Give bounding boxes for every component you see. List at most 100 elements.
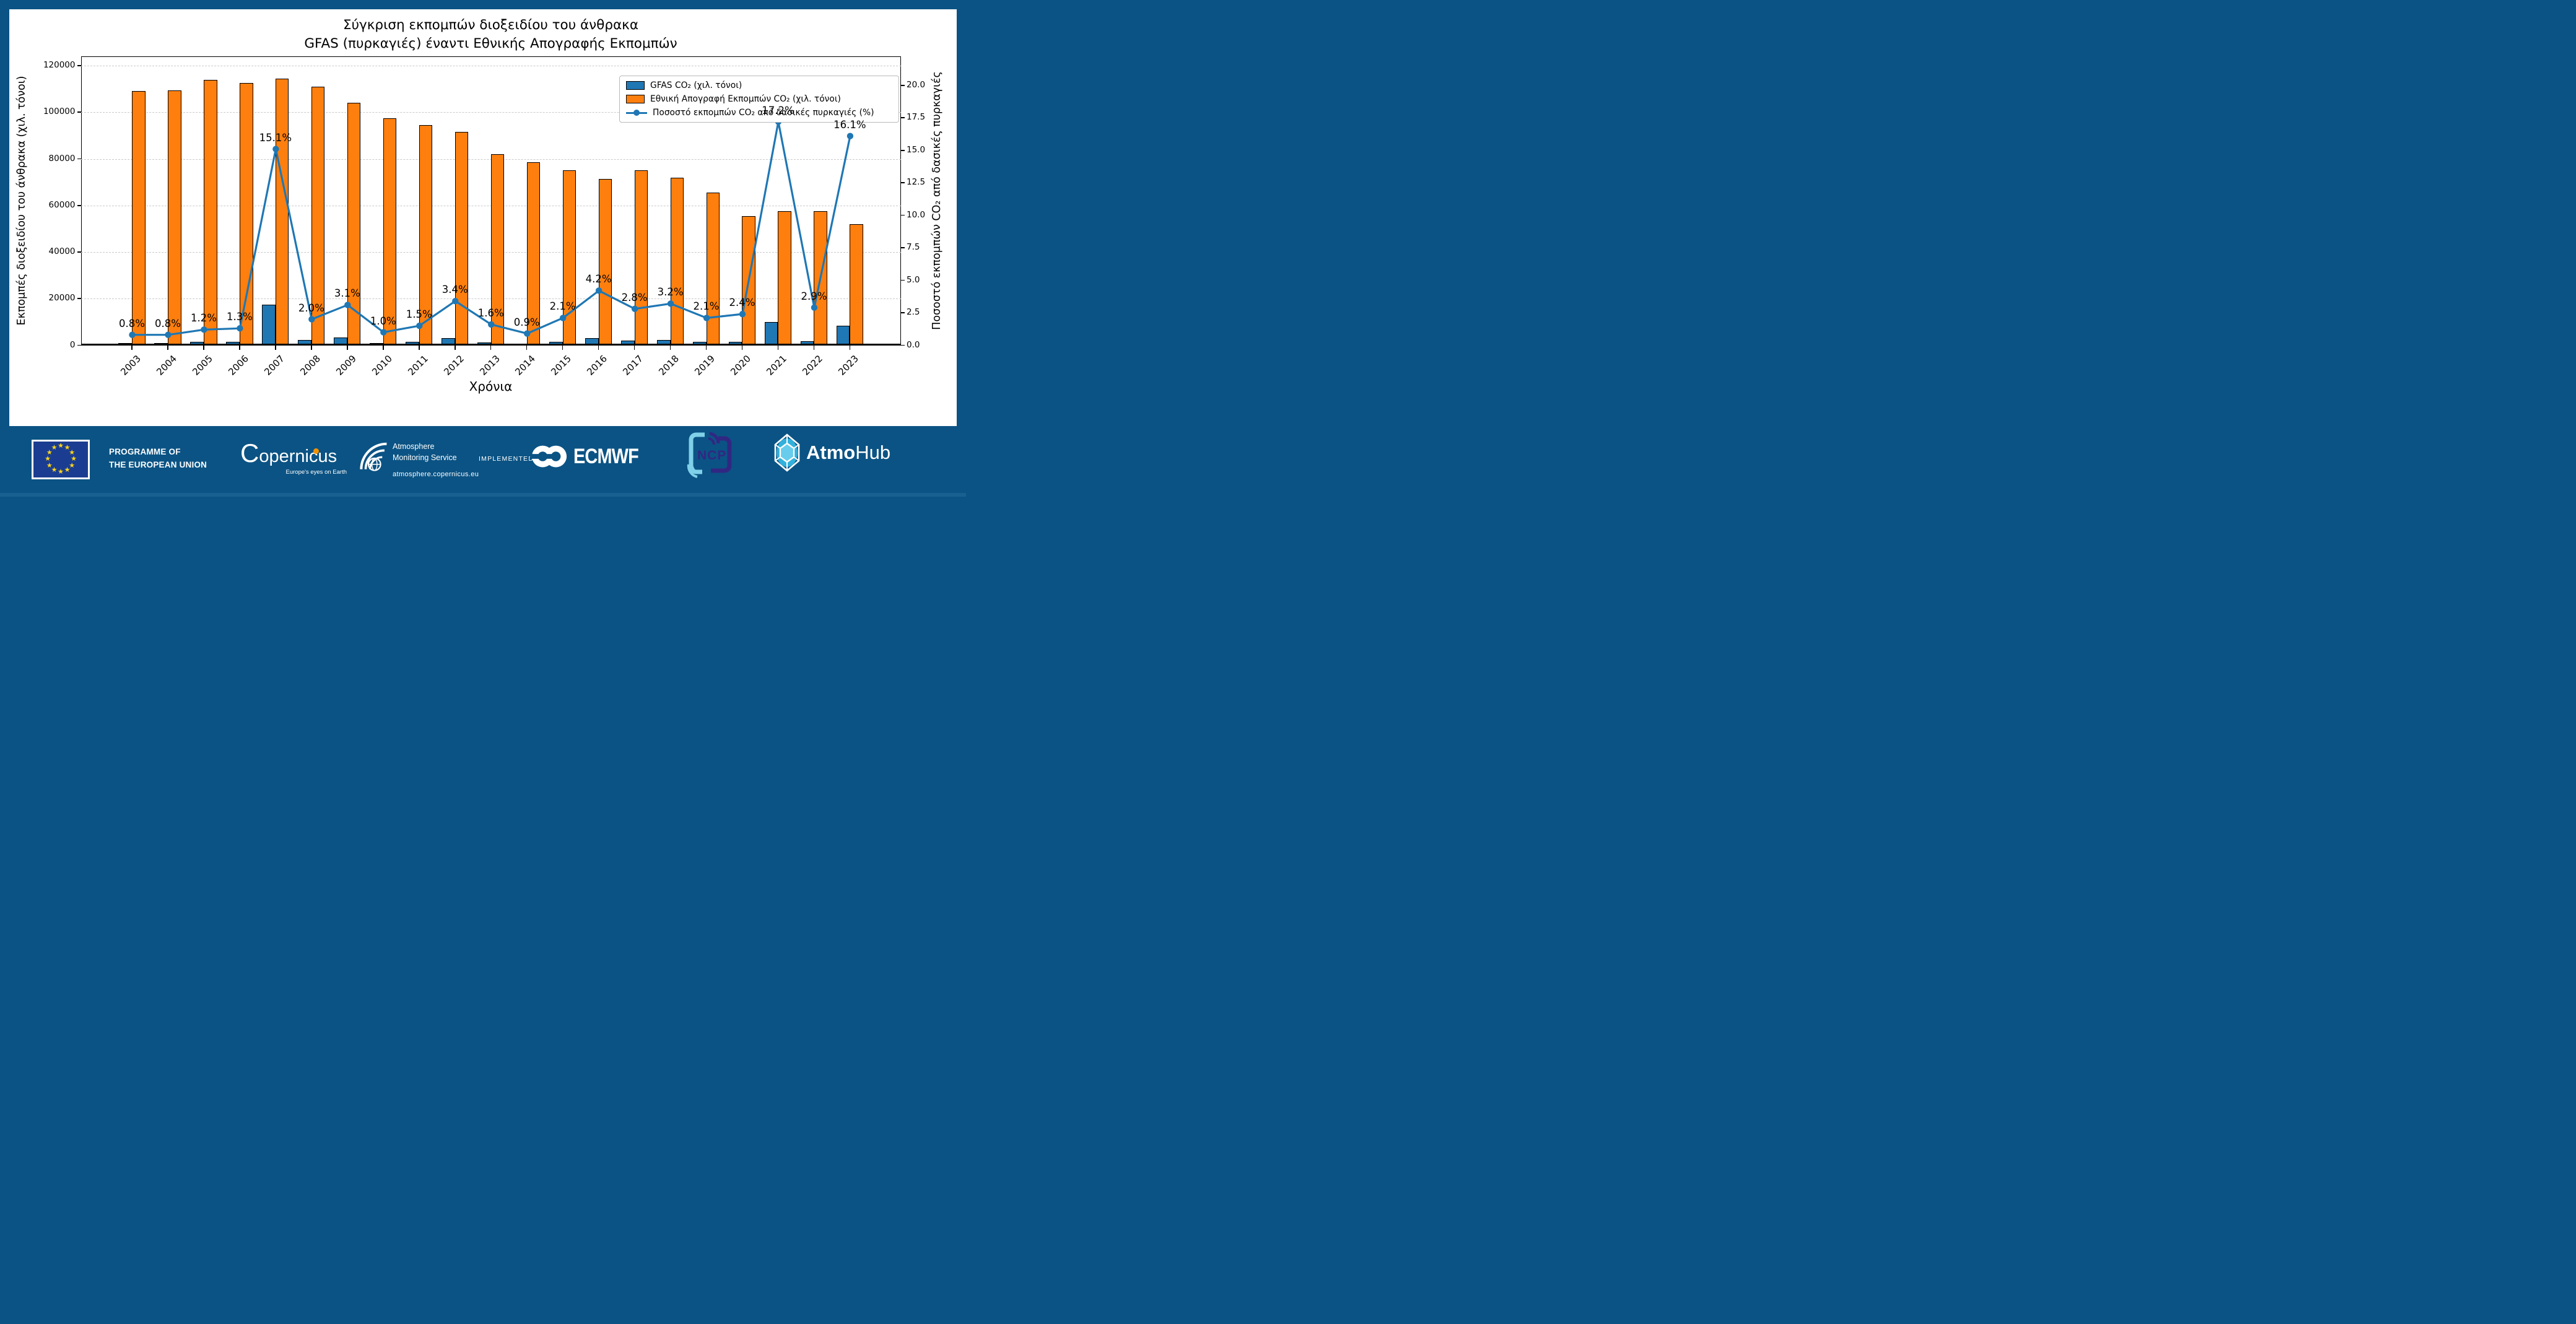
legend-line-marker-icon [626,108,647,117]
pct-label-2006: 1.3% [226,311,253,323]
chart-title-line1: Σύγκριση εκπομπών διοξειδίου του άνθρακα [343,17,638,33]
copernicus-wordmark: Copernicus [240,438,337,468]
line-marker-2022 [811,304,817,311]
xtick-mark-2019 [705,345,707,350]
ytick-mark-left-40000 [77,251,81,253]
ncp-logo: NCP [686,430,736,483]
ytick-label-right-5: 5.0 [907,274,920,285]
y-axis-label-left: Εκπομπές διοξειδίου του άνθρακα (χιλ. τό… [15,76,28,326]
ytick-mark-left-80000 [77,158,81,160]
ytick-label-right-12.5: 12.5 [907,177,926,188]
xtick-mark-2006 [239,345,240,350]
pct-label-2023: 16.1% [833,118,866,131]
legend-item-gfas: GFAS CO₂ (χιλ. τόνοι) [626,80,892,91]
legend-label-inventory: Εθνική Απογραφή Εκπομπών CO₂ (χιλ. τόνοι… [650,94,841,104]
line-marker-2004 [164,331,172,338]
pct-label-2008: 2.0% [298,302,324,314]
xtick-mark-2011 [418,345,420,350]
footer-bottom-strip [0,492,966,497]
ytick-label-right-20: 20.0 [907,79,926,90]
ytick-mark-right-15 [901,149,905,151]
legend-label-percentage: Ποσοστό εκπομπών CO₂ από δασικές πυρκαγι… [653,108,874,118]
chart-legend: GFAS CO₂ (χιλ. τόνοι) Εθνική Απογραφή Εκ… [619,76,899,123]
ytick-mark-right-5 [901,279,905,281]
pct-label-2014: 0.9% [513,316,540,328]
xtick-mark-2003 [131,345,133,350]
ytick-label-left-80000: 80000 [48,153,76,163]
pct-label-2017: 2.8% [621,291,648,303]
line-marker-2017 [631,305,638,312]
line-marker-2005 [200,326,207,333]
xtick-mark-2005 [203,345,204,350]
line-marker-2011 [416,322,422,329]
legend-item-percentage: Ποσοστό εκπομπών CO₂ από δασικές πυρκαγι… [626,107,892,118]
percentage-line-series [128,118,853,338]
pct-label-2019: 2.1% [693,300,720,313]
pct-label-2022: 2.9% [801,290,827,302]
screenshot-root: Σύγκριση εκπομπών διοξειδίου του άνθρακα… [0,0,966,497]
eu-star-icon: ★ [51,443,58,452]
xtick-mark-2022 [813,345,815,350]
atmosphere-monitoring-service-icon [358,432,389,476]
implemented-by-label: IMPLEMENTED BY [479,455,547,463]
line-marker-2015 [559,315,566,321]
ytick-mark-right-2.5 [901,312,905,313]
copernicus-logo: Copernicus Europe's eyes on Earth [240,438,347,476]
chart-title-line2: GFAS (πυρκαγιές) έναντι Εθνικής Απογραφή… [304,36,677,51]
y-axis-label-right: Ποσοστό εκπομπών CO₂ από δασικές πυρκαγι… [931,71,943,330]
xtick-mark-2008 [311,345,312,350]
pct-label-2007: 15.1% [259,131,292,144]
ytick-mark-left-20000 [77,298,81,300]
pct-label-2015: 2.1% [549,300,576,313]
line-marker-2019 [703,315,710,321]
legend-swatch-blue-icon [626,81,645,90]
footer-band [0,426,966,497]
atmohub-logo: AtmoHub [773,433,890,472]
xtick-mark-2017 [633,345,635,350]
eu-flag-icon: ★ ★ ★ ★ ★ ★ ★ ★ ★ ★ ★ ★ [32,440,90,479]
legend-swatch-orange-icon [626,95,645,103]
ytick-label-left-40000: 40000 [48,246,76,257]
ytick-label-right-10: 10.0 [907,209,926,220]
eu-star-icon: ★ [69,461,76,469]
ytick-label-right-15: 15.0 [907,144,926,155]
line-marker-2023 [846,133,853,139]
gridline-100000 [80,112,901,113]
ytick-mark-left-100000 [77,111,81,113]
line-marker-2016 [595,287,602,294]
line-marker-2006 [236,325,243,332]
eu-star-icon: ★ [46,461,53,469]
ytick-mark-right-7.5 [901,247,905,248]
xtick-mark-2014 [526,345,528,350]
xtick-mark-2018 [669,345,671,350]
eu-star-icon: ★ [58,442,64,450]
ytick-label-left-120000: 120000 [43,60,76,71]
ytick-label-left-100000: 100000 [43,107,76,117]
pct-label-2018: 3.2% [657,286,684,298]
line-marker-2010 [380,329,386,336]
ytick-mark-left-60000 [77,204,81,206]
line-marker-2003 [128,331,136,338]
xtick-mark-2021 [777,345,779,350]
xtick-mark-2015 [562,345,564,350]
eu-star-icon: ★ [58,468,64,476]
pct-label-2021: 17.2% [762,104,794,116]
ecmwf-wordmark: ECMWF [573,444,639,468]
xtick-mark-2007 [275,345,276,350]
ytick-label-left-20000: 20000 [48,293,76,303]
eu-star-icon: ★ [64,466,71,474]
line-marker-2009 [344,302,351,308]
pct-label-2013: 1.6% [477,307,504,319]
ytick-mark-left-120000 [77,65,81,66]
line-marker-2018 [667,300,674,307]
ams-label: Atmosphere Monitoring Service [393,442,457,462]
ytick-mark-right-0 [901,344,905,346]
line-marker-2020 [739,310,746,318]
line-marker-2013 [487,321,494,328]
pct-label-2004: 0.8% [155,317,181,329]
eu-star-icon: ★ [45,455,51,463]
eu-programme-text: PROGRAMME OF THE EUROPEAN UNION [109,447,207,469]
pct-label-2009: 3.1% [334,287,360,300]
xtick-mark-2010 [382,345,384,350]
pct-label-2020: 2.4% [729,297,755,309]
